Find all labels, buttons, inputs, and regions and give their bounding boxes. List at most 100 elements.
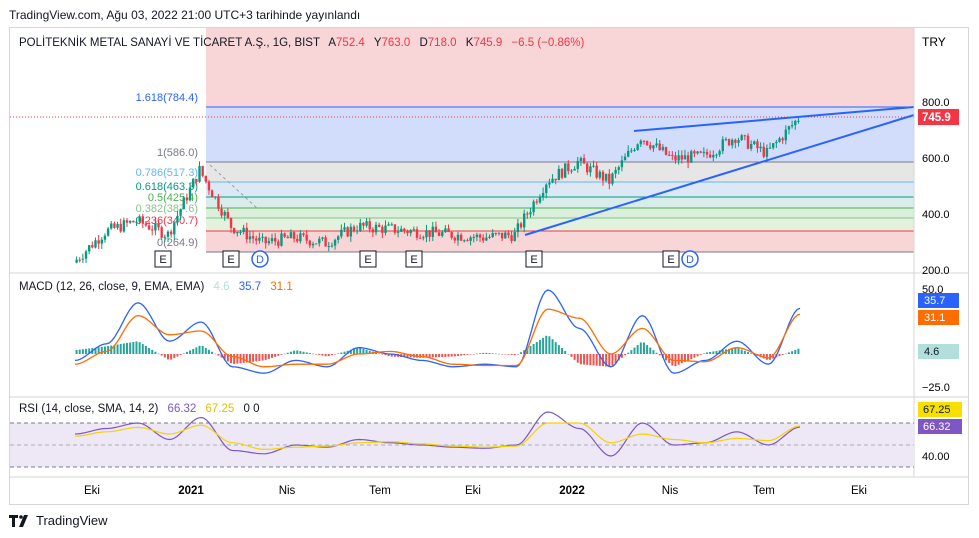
macd-hist-bar (466, 354, 469, 355)
candle (749, 140, 753, 152)
candle (94, 237, 97, 249)
time-tick-label: Eki (465, 485, 481, 497)
chart-frame[interactable]: 1.618(784.4) 1(586.0) 0.786(517.3) 0.618… (9, 27, 969, 505)
candle (78, 257, 81, 263)
last-price-text: 745.9 (922, 112, 951, 124)
candle (292, 231, 296, 243)
macd-hist-bar (706, 352, 709, 354)
candle (790, 120, 794, 129)
candle (794, 119, 797, 130)
macd-hist-bar (614, 354, 617, 363)
macd-hist-bar (520, 352, 523, 354)
fib-label-1: 1(586.0) (157, 147, 198, 159)
candle (715, 153, 718, 159)
trend-lines[interactable] (209, 106, 915, 236)
macd-hist-bar (532, 344, 535, 354)
candle (242, 224, 245, 235)
candle (450, 231, 453, 240)
macd-hist-bar (100, 346, 103, 354)
macd-hist-bar (289, 351, 292, 354)
macd-hist-bar (375, 352, 378, 354)
candle (639, 139, 643, 148)
candle (762, 142, 765, 159)
macd-hist-bar (781, 354, 784, 355)
macd-hist-bar (425, 354, 428, 358)
macd-hist-bar (75, 349, 78, 354)
fib-label-0: 0(264.9) (157, 237, 198, 249)
candle (223, 210, 226, 221)
candle (264, 236, 267, 249)
candle (422, 235, 425, 241)
macd-hist-bar (195, 347, 198, 354)
candle (157, 219, 160, 231)
macd-hist-bar (343, 351, 346, 354)
candle (428, 230, 431, 242)
chart-canvas[interactable]: 1.618(784.4) 1(586.0) 0.786(517.3) 0.618… (10, 28, 968, 504)
candle (633, 147, 636, 152)
price-axis[interactable]: TRY 800.0 600.0 400.0 200.0 745.9 (918, 35, 959, 277)
candle (655, 138, 658, 148)
hist-value-badge (918, 344, 959, 359)
macd-hist-bar (784, 353, 787, 355)
dashed-trend-line (209, 164, 259, 210)
time-axis[interactable]: Eki 2021 Nis Tem Eki 2022 Nis Tem Eki (84, 485, 867, 497)
footer-brand[interactable]: TradingView (9, 513, 108, 528)
time-tick-label: Eki (84, 485, 100, 497)
candle (674, 151, 677, 164)
macd-hist-bar (652, 350, 655, 354)
macd-hist-bar (403, 354, 406, 358)
tradingview-logo-icon (9, 514, 28, 527)
candle (220, 204, 223, 219)
macd-hist-bar (248, 354, 251, 363)
macd-hist-bar (680, 354, 683, 364)
macd-hist-bar (494, 353, 497, 355)
macd-hist-bar (485, 352, 488, 354)
macd-hist-bar (441, 354, 444, 358)
macd-hist-bar (192, 348, 195, 354)
macd-hist-bar (305, 352, 308, 354)
candle (485, 232, 488, 242)
candle (286, 235, 289, 239)
candle (516, 218, 520, 238)
candle (680, 150, 683, 164)
candle (500, 232, 504, 241)
candle (671, 151, 674, 161)
candle (699, 150, 702, 154)
macd-hist-bar (633, 347, 636, 354)
candle (456, 231, 460, 246)
macd-hist-bar (677, 354, 680, 365)
macd-hist-bar (334, 354, 337, 355)
macd-hist-bar (381, 354, 384, 355)
macd-hist-bar (368, 350, 371, 354)
rsi-ma-badge-text: 67.25 (923, 404, 951, 416)
candle (753, 140, 756, 146)
macd-hist-bar (579, 354, 582, 365)
candle (664, 146, 668, 156)
macd-hist-bar (154, 351, 157, 354)
candle (567, 160, 570, 175)
macd-hist-bar (696, 354, 699, 357)
macd-hist-bar (286, 352, 289, 354)
candle (434, 221, 438, 233)
candle (273, 233, 277, 246)
candle (412, 226, 416, 231)
macd-hist-bar (419, 354, 422, 358)
candle (311, 241, 315, 249)
macd-hist-bar (573, 354, 576, 360)
time-tick-label: Nis (662, 485, 679, 497)
candle (425, 224, 428, 243)
macd-hist-bar (510, 354, 513, 355)
macd-hist-bar (646, 345, 649, 354)
macd-badge-text: 35.7 (924, 295, 945, 307)
candle (418, 234, 422, 239)
macd-hist-bar (296, 350, 299, 354)
macd-hist-bar (762, 354, 765, 359)
candle (318, 236, 321, 247)
candle (513, 227, 516, 242)
open-label: A (328, 37, 336, 49)
candle (693, 149, 696, 158)
candle (737, 137, 740, 147)
candle (236, 231, 239, 237)
candle (283, 232, 286, 238)
